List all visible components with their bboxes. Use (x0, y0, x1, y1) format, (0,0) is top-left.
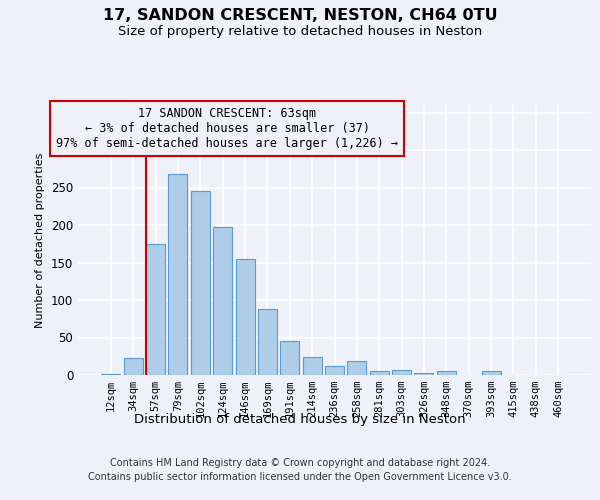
Text: Contains HM Land Registry data © Crown copyright and database right 2024.: Contains HM Land Registry data © Crown c… (110, 458, 490, 468)
Bar (258, 309, 277, 375)
Bar (101, 374, 121, 375)
Text: Distribution of detached houses by size in Neston: Distribution of detached houses by size … (134, 412, 466, 426)
Text: 17 SANDON CRESCENT: 63sqm
← 3% of detached houses are smaller (37)
97% of semi-d: 17 SANDON CRESCENT: 63sqm ← 3% of detach… (56, 108, 398, 150)
Bar (437, 371, 456, 375)
Y-axis label: Number of detached properties: Number of detached properties (35, 152, 46, 328)
Bar (415, 373, 433, 375)
Text: Size of property relative to detached houses in Neston: Size of property relative to detached ho… (118, 25, 482, 38)
Bar (191, 190, 210, 375)
Bar (325, 366, 344, 375)
Text: 17, SANDON CRESCENT, NESTON, CH64 0TU: 17, SANDON CRESCENT, NESTON, CH64 0TU (103, 8, 497, 22)
Bar (146, 244, 165, 375)
Bar (370, 371, 389, 375)
Bar (280, 340, 299, 375)
Bar (169, 174, 187, 375)
Bar (482, 370, 500, 375)
Bar (236, 259, 254, 375)
Bar (302, 357, 322, 375)
Bar (213, 227, 232, 375)
Bar (392, 370, 411, 375)
Bar (124, 358, 143, 375)
Bar (347, 361, 367, 375)
Text: Contains public sector information licensed under the Open Government Licence v3: Contains public sector information licen… (88, 472, 512, 482)
